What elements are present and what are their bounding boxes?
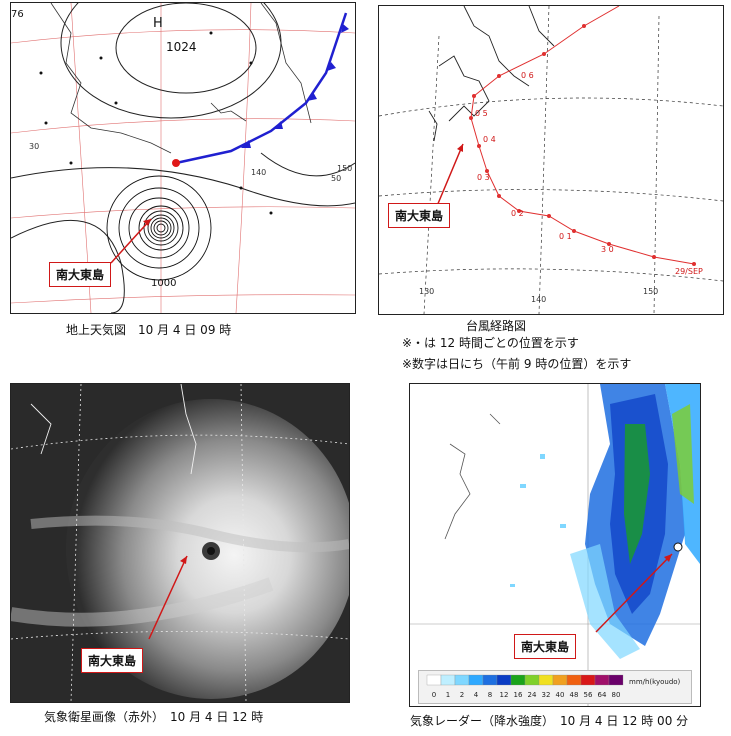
high-pressure: 1024	[166, 40, 197, 54]
legend-value: 32	[542, 691, 551, 699]
legend-value: 2	[460, 691, 464, 699]
track-day-02: 0 2	[511, 209, 524, 218]
lat-label-30: 30	[29, 142, 39, 151]
radar-image: 南大東島 0 1 2 4 8 12 16 24 32 40 48 56 64 80 mm/h(kyoudo)	[409, 383, 701, 707]
satellite-ir-image: 南大東島	[10, 383, 350, 703]
legend-value: 12	[500, 691, 509, 699]
lat-label-50: 50	[331, 174, 341, 183]
track-note-2: ※数字は日にち（午前 9 時の位置）を示す	[402, 357, 632, 371]
surface-weather-map: 76 H 1024 1000	[10, 2, 356, 314]
track-lon-150: 150	[643, 287, 658, 296]
surface-caption-time: 10 月 4 日 09 時	[138, 323, 232, 337]
high-label: H	[153, 16, 163, 31]
lon-label-140: 140	[251, 168, 266, 177]
legend-value: 24	[528, 691, 537, 699]
legend-swatch	[594, 674, 610, 686]
legend-swatch	[496, 674, 512, 686]
legend-value: 4	[474, 691, 479, 699]
legend-swatch	[482, 674, 498, 686]
legend-swatch	[538, 674, 554, 686]
legend-unit: mm/h(kyoudo)	[629, 678, 681, 686]
legend-swatch	[440, 674, 456, 686]
low-isobar: 1000	[151, 278, 176, 289]
satellite-caption: 気象衛星画像（赤外） 10 月 4 日 12 時	[44, 710, 264, 724]
radar-caption: 気象レーダー（降水強度） 10 月 4 日 12 時 00 分	[410, 714, 689, 728]
track-day-05: 0 5	[475, 109, 488, 118]
track-lon-140: 140	[531, 295, 546, 304]
legend-swatch	[510, 674, 526, 686]
legend-value: 56	[584, 691, 593, 699]
track-caption-title: 台風経路図	[466, 319, 527, 333]
legend-value: 40	[556, 691, 565, 699]
corner-number: 76	[11, 9, 24, 20]
legend-swatch	[566, 674, 582, 686]
track-day-03: 0 3	[477, 173, 490, 182]
legend-value: 48	[570, 691, 579, 699]
legend-swatch	[552, 674, 568, 686]
surface-callout-label: 南大東島	[49, 262, 112, 287]
legend-swatch	[608, 674, 624, 686]
legend-value: 0	[432, 691, 436, 699]
legend-swatch	[524, 674, 540, 686]
track-callout-label: 南大東島	[388, 203, 451, 228]
legend-swatch	[454, 674, 470, 686]
track-day-29sep: 29/SEP	[675, 267, 703, 276]
legend-value: 8	[488, 691, 492, 699]
track-day-06: 0 6	[521, 71, 534, 80]
legend-swatch	[426, 674, 442, 686]
track-day-04: 0 4	[483, 135, 496, 144]
radar-callout-label: 南大東島	[514, 634, 577, 659]
track-day-01: 0 1	[559, 232, 572, 241]
satellite-callout-label: 南大東島	[81, 648, 144, 673]
legend-value: 64	[598, 691, 607, 699]
legend-swatch	[468, 674, 484, 686]
legend-value: 16	[514, 691, 523, 699]
lon-label-150: 150	[337, 164, 352, 173]
surface-caption-title: 地上天気図	[66, 323, 127, 337]
legend-value: 80	[612, 691, 621, 699]
track-day-30: 3 0	[601, 245, 614, 254]
track-note-1: ※・は 12 時間ごとの位置を示す	[402, 336, 579, 350]
legend-swatch	[580, 674, 596, 686]
radar-legend: 0 1 2 4 8 12 16 24 32 40 48 56 64 80 mm/h(kyoudo)	[418, 670, 692, 704]
track-lon-130: 130	[419, 287, 434, 296]
surface-caption: 地上天気図 10 月 4 日 09 時	[66, 321, 243, 338]
legend-value: 1	[446, 691, 450, 699]
typhoon-track-map: 0 6 0 5 0 4 0 3 0 2 0 1 3 0 29/SEP 130 1…	[378, 5, 724, 315]
